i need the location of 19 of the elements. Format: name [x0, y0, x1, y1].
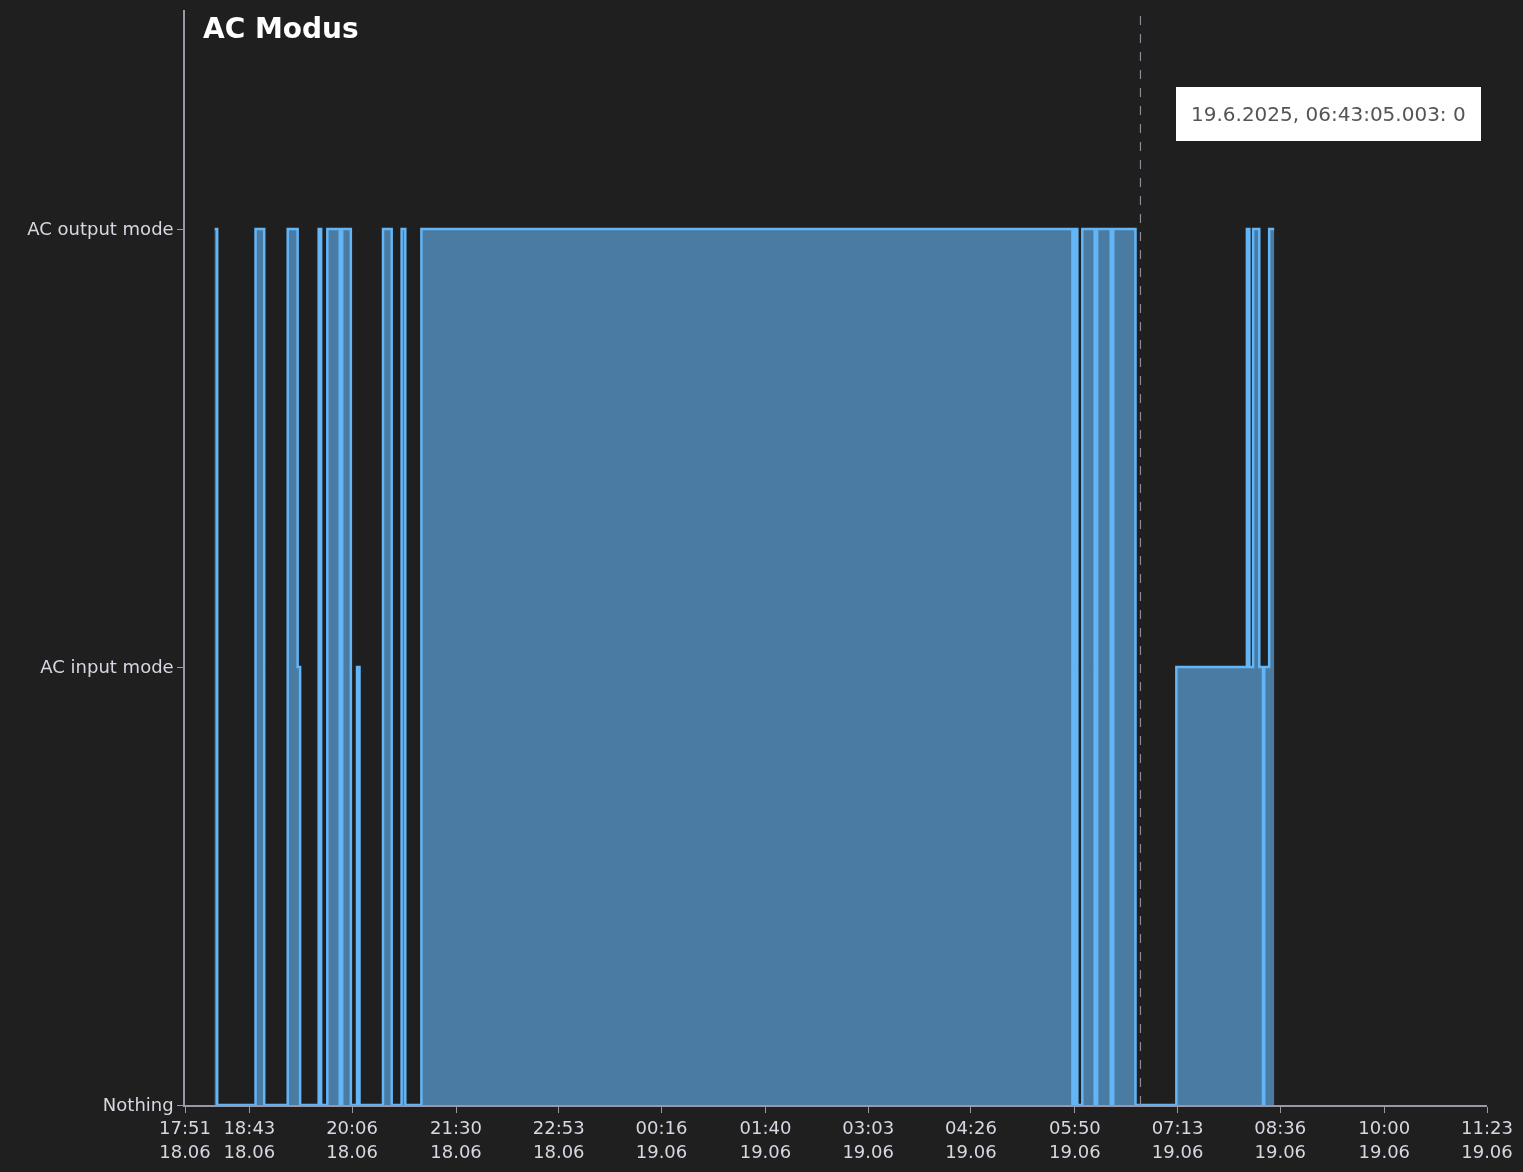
category-label: AC input mode	[40, 656, 174, 678]
x-tick-label: 01:40 19.06	[739, 1117, 792, 1162]
x-tick-label: 18:43 18.06	[223, 1117, 276, 1162]
chart-title: AC Modus	[203, 12, 359, 45]
x-tick-label: 20:06 18.06	[326, 1117, 379, 1162]
category-label: Nothing	[102, 1094, 174, 1116]
x-tick-label: 00:16 19.06	[635, 1117, 688, 1162]
x-tick-label: 22:53 18.06	[532, 1117, 585, 1162]
x-tick-label: 11:23 19.06	[1461, 1117, 1513, 1162]
category-label: AC output mode	[27, 218, 174, 240]
x-tick-label: 21:30 18.06	[430, 1117, 482, 1162]
x-tick-label: 08:36 19.06	[1254, 1117, 1307, 1162]
x-tick-label: 04:26 19.06	[944, 1117, 997, 1162]
x-tick-label: 10:00 19.06	[1358, 1117, 1411, 1162]
x-tick-label: 03:03 19.06	[842, 1117, 895, 1162]
x-tick-label: 17:51 18.06	[159, 1117, 211, 1162]
ref-line-label: 19.6.2025, 06:43:05.003: 0	[1191, 102, 1466, 126]
x-tick-label: 05:50 19.06	[1048, 1117, 1101, 1162]
x-tick-label: 07:13 19.06	[1151, 1117, 1204, 1162]
